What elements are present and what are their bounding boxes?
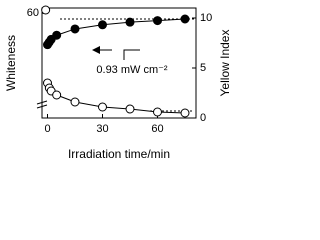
point <box>52 90 62 100</box>
point <box>153 16 162 26</box>
arrow-head <box>92 46 100 54</box>
point <box>41 5 51 15</box>
fit-line <box>47 82 186 114</box>
point <box>125 104 135 114</box>
point <box>98 20 107 30</box>
y2-tick-label: 5 <box>200 62 206 74</box>
point <box>125 17 135 27</box>
arrow <box>100 49 140 60</box>
axis-break <box>36 100 48 109</box>
chart: 0.93 mW cm⁻² Irradiation time/min Whiten… <box>4 5 232 161</box>
point <box>180 108 190 118</box>
annotation: 0.93 mW cm⁻² <box>96 64 168 76</box>
point <box>70 24 80 34</box>
point <box>180 14 190 24</box>
x-tick-label: 30 <box>96 123 108 135</box>
y-tick-label: 60 <box>27 7 39 19</box>
x-axis-label: Irradiation time/min <box>68 147 170 161</box>
fit-line <box>47 18 186 45</box>
point <box>52 30 62 40</box>
y2-tick-label: 0 <box>200 112 206 124</box>
plot-frame <box>41 7 197 119</box>
y2-axis-label: Yellow Index <box>218 30 232 97</box>
point <box>153 107 162 117</box>
y-axis-label: Whiteness <box>4 35 18 91</box>
x-tick-label: 0 <box>44 123 50 135</box>
point <box>70 97 80 107</box>
x-tick-label: 60 <box>151 123 163 135</box>
y2-tick-label: 10 <box>200 12 212 24</box>
point <box>98 102 107 112</box>
